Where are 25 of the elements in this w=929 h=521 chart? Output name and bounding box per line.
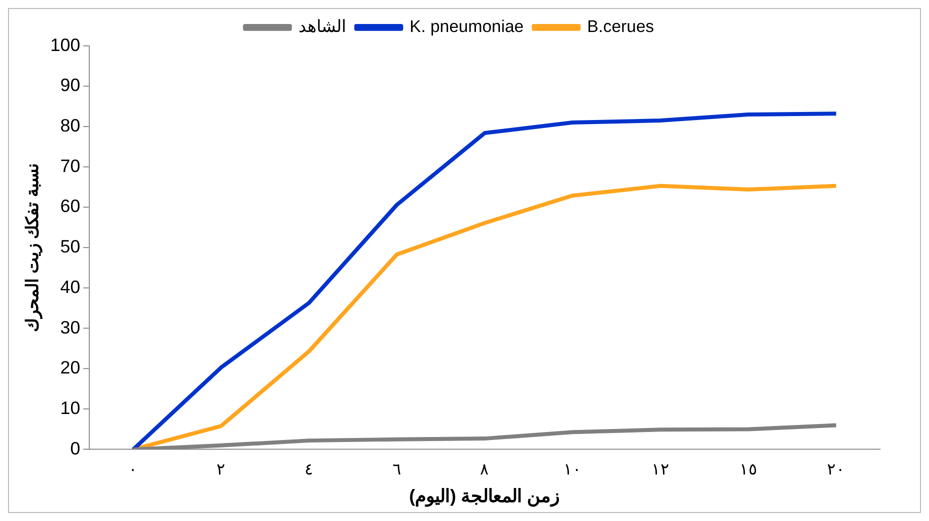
x-tick-label: ٢ (216, 461, 226, 478)
legend-label: K. pneumoniae (410, 17, 524, 36)
y-tick-label: 70 (60, 156, 80, 176)
y-tick-label: 100 (50, 34, 80, 55)
y-tick-label: 80 (60, 116, 80, 136)
x-tick-label: ١٥ (739, 461, 758, 478)
y-tick-label: 40 (60, 276, 80, 297)
legend-label: الشاهد (298, 17, 346, 36)
x-tick-label: ٦ (392, 461, 402, 478)
y-tick-label: 0 (70, 438, 80, 458)
x-axis-title: زمن المعالجة (اليوم) (409, 486, 560, 508)
x-tick-label: ٢٠ (827, 461, 846, 478)
x-tick-label: ١٠ (564, 461, 582, 478)
y-axis-title: نسبة تفكك زيت المحرك (22, 163, 43, 332)
x-tick-label: ٤ (304, 461, 314, 478)
legend-label: B.cerues (587, 17, 654, 36)
y-tick-label: 20 (60, 358, 80, 378)
x-tick-label: ٠ (128, 461, 138, 478)
y-tick-label: 90 (60, 75, 80, 96)
y-tick-label: 60 (60, 196, 80, 216)
x-tick-label: ٨ (480, 461, 490, 478)
y-tick-label: 10 (60, 398, 80, 418)
y-tick-label: 30 (60, 317, 80, 338)
y-tick-label: 50 (60, 236, 80, 257)
x-tick-label: ١٢ (651, 461, 670, 478)
